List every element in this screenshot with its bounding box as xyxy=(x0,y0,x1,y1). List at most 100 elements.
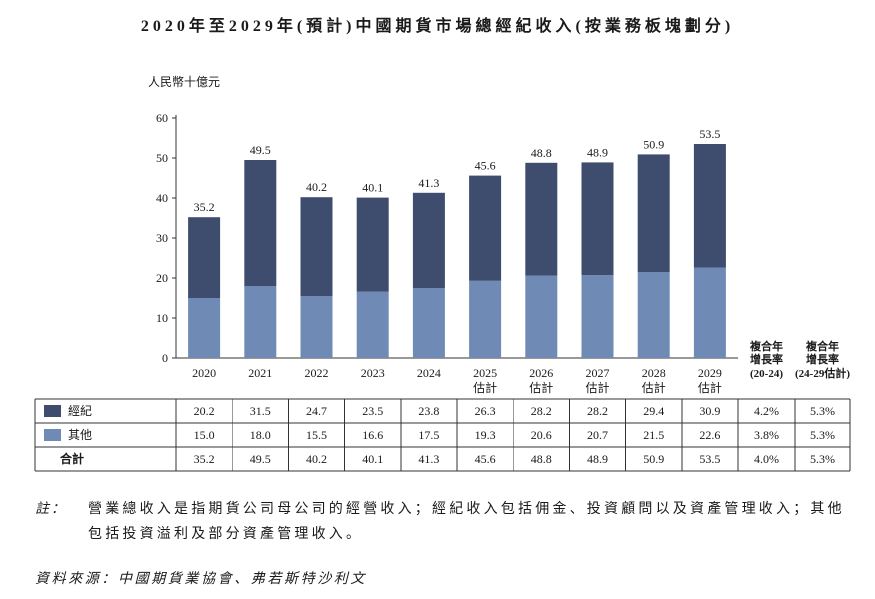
table-cell-total-2021: 49.5 xyxy=(250,452,271,466)
cagr-header-2-line-1: 複合年 xyxy=(805,339,839,353)
table-cell-brokerage-2021: 31.5 xyxy=(250,404,271,418)
table-cell-other-2023: 16.6 xyxy=(362,428,383,442)
table-cagr-cell-other-1: 3.8% xyxy=(754,428,779,442)
x-tick-label-2029: 2029 xyxy=(698,366,722,380)
y-axis-unit-label: 人民幣十億元 xyxy=(148,75,220,89)
x-tick-sublabel-2027: 估計 xyxy=(585,380,609,395)
y-tick-label-50: 50 xyxy=(156,151,168,165)
cagr-header-2-line-3: (24-29估計) xyxy=(795,366,850,380)
table-cell-total-2029: 53.5 xyxy=(699,452,720,466)
legend-swatch-other xyxy=(44,429,61,441)
x-tick-label-2025: 2025 xyxy=(473,366,497,380)
bar-brokerage-2021 xyxy=(244,160,277,286)
footnote-line-1: 營業總收入是指期貨公司母公司的經營收入；經紀收入包括佣金、投資顧問以及資產管理收… xyxy=(88,502,845,517)
bar-other-2026 xyxy=(525,275,558,358)
table-cell-other-2029: 22.6 xyxy=(699,428,720,442)
x-tick-sublabel-2026: 估計 xyxy=(529,380,553,395)
table-cell-brokerage-2025: 26.3 xyxy=(475,404,496,418)
bar-brokerage-2028 xyxy=(637,154,670,272)
bar-other-2028 xyxy=(637,272,670,358)
y-tick-label-60: 60 xyxy=(156,111,168,125)
footnote-body: 營業總收入是指期貨公司母公司的經營收入；經紀收入包括佣金、投資顧問以及資產管理收… xyxy=(88,497,858,547)
table-cell-other-2027: 20.7 xyxy=(587,428,608,442)
bar-other-2029 xyxy=(693,267,726,358)
y-tick-label-20: 20 xyxy=(156,271,168,285)
table-cell-total-2027: 48.9 xyxy=(587,452,608,466)
bar-total-label-2022: 40.2 xyxy=(306,180,327,194)
table-cell-total-2026: 48.8 xyxy=(531,452,552,466)
bar-total-label-2025: 45.6 xyxy=(475,159,496,173)
y-tick-label-0: 0 xyxy=(162,351,168,365)
bar-total-label-2020: 35.2 xyxy=(194,200,215,214)
legend-swatch-brokerage xyxy=(44,405,61,417)
bar-brokerage-2027 xyxy=(581,162,614,276)
table-cell-other-2021: 18.0 xyxy=(250,428,271,442)
x-tick-sublabel-2028: 估計 xyxy=(642,380,666,395)
table-cagr-cell-brokerage-2: 5.3% xyxy=(810,404,835,418)
x-tick-label-2022: 2022 xyxy=(305,366,329,380)
cagr-header-2-line-2: 增長率 xyxy=(806,352,839,366)
bar-brokerage-2023 xyxy=(356,197,389,292)
bar-brokerage-2026 xyxy=(525,162,558,276)
table-cell-brokerage-2020: 20.2 xyxy=(194,404,215,418)
bar-other-2022 xyxy=(300,296,333,358)
bar-brokerage-2029 xyxy=(693,144,726,268)
cagr-header-1-line-2: 增長率 xyxy=(750,352,783,366)
y-tick-label-30: 30 xyxy=(156,231,168,245)
bar-total-label-2026: 48.8 xyxy=(531,146,552,160)
table-cell-total-2023: 40.1 xyxy=(362,452,383,466)
bar-other-2024 xyxy=(412,288,445,358)
legend-label-other: 其他 xyxy=(68,428,92,442)
table-cell-total-2024: 41.3 xyxy=(418,452,439,466)
bar-brokerage-2020 xyxy=(188,217,221,298)
bar-other-2021 xyxy=(244,286,277,358)
bar-brokerage-2024 xyxy=(412,192,445,288)
table-cell-brokerage-2028: 29.4 xyxy=(643,404,664,418)
x-tick-label-2024: 2024 xyxy=(417,366,441,380)
table-cagr-cell-other-2: 5.3% xyxy=(810,428,835,442)
x-tick-label-2026: 2026 xyxy=(529,366,553,380)
bar-total-label-2024: 41.3 xyxy=(418,176,439,190)
footnote-label: 註： xyxy=(35,502,67,517)
bar-total-label-2021: 49.5 xyxy=(250,143,271,157)
table-cell-total-2025: 45.6 xyxy=(475,452,496,466)
x-tick-label-2028: 2028 xyxy=(642,366,666,380)
y-tick-label-40: 40 xyxy=(156,191,168,205)
bar-total-label-2027: 48.9 xyxy=(587,145,608,159)
bar-other-2020 xyxy=(188,298,221,358)
table-cell-brokerage-2022: 24.7 xyxy=(306,404,327,418)
table-cell-other-2026: 20.6 xyxy=(531,428,552,442)
x-tick-label-2027: 2027 xyxy=(586,366,610,380)
table-cell-brokerage-2027: 28.2 xyxy=(587,404,608,418)
chart-title: 2020年至2029年(預計)中國期貨市場總經紀收入(按業務板塊劃分) xyxy=(140,18,735,35)
table-cell-total-2028: 50.9 xyxy=(643,452,664,466)
legend-label-brokerage: 經紀 xyxy=(68,404,92,418)
table-cell-other-2025: 19.3 xyxy=(475,428,496,442)
x-tick-label-2021: 2021 xyxy=(248,366,272,380)
table-cell-brokerage-2024: 23.8 xyxy=(418,404,439,418)
table-cell-other-2028: 21.5 xyxy=(643,428,664,442)
table-cell-other-2020: 15.0 xyxy=(194,428,215,442)
x-tick-sublabel-2029: 估計 xyxy=(698,380,722,395)
table-cagr-cell-brokerage-1: 4.2% xyxy=(754,404,779,418)
y-tick-label-10: 10 xyxy=(156,311,168,325)
table-cell-total-2020: 35.2 xyxy=(194,452,215,466)
table-cell-brokerage-2029: 30.9 xyxy=(699,404,720,418)
table-cell-brokerage-2023: 23.5 xyxy=(362,404,383,418)
bar-other-2023 xyxy=(356,291,389,358)
table-cell-total-2022: 40.2 xyxy=(306,452,327,466)
bar-total-label-2029: 53.5 xyxy=(699,127,720,141)
bar-brokerage-2025 xyxy=(469,175,502,281)
cagr-header-1-line-1: 複合年 xyxy=(749,339,783,353)
table-cell-other-2022: 15.5 xyxy=(306,428,327,442)
table-cell-other-2024: 17.5 xyxy=(418,428,439,442)
source-citation: 資料來源：中國期貨業協會、弗若斯特沙利文 xyxy=(35,572,367,587)
table-cell-brokerage-2026: 28.2 xyxy=(531,404,552,418)
x-tick-sublabel-2025: 估計 xyxy=(473,380,497,395)
table-cagr-cell-total-1: 4.0% xyxy=(754,452,779,466)
x-tick-label-2020: 2020 xyxy=(192,366,216,380)
bar-brokerage-2022 xyxy=(300,197,333,296)
bar-total-label-2023: 40.1 xyxy=(362,181,383,195)
footnote-line-2: 包括投資溢利及部分資產管理收入。 xyxy=(88,527,364,542)
bar-other-2025 xyxy=(469,280,502,358)
